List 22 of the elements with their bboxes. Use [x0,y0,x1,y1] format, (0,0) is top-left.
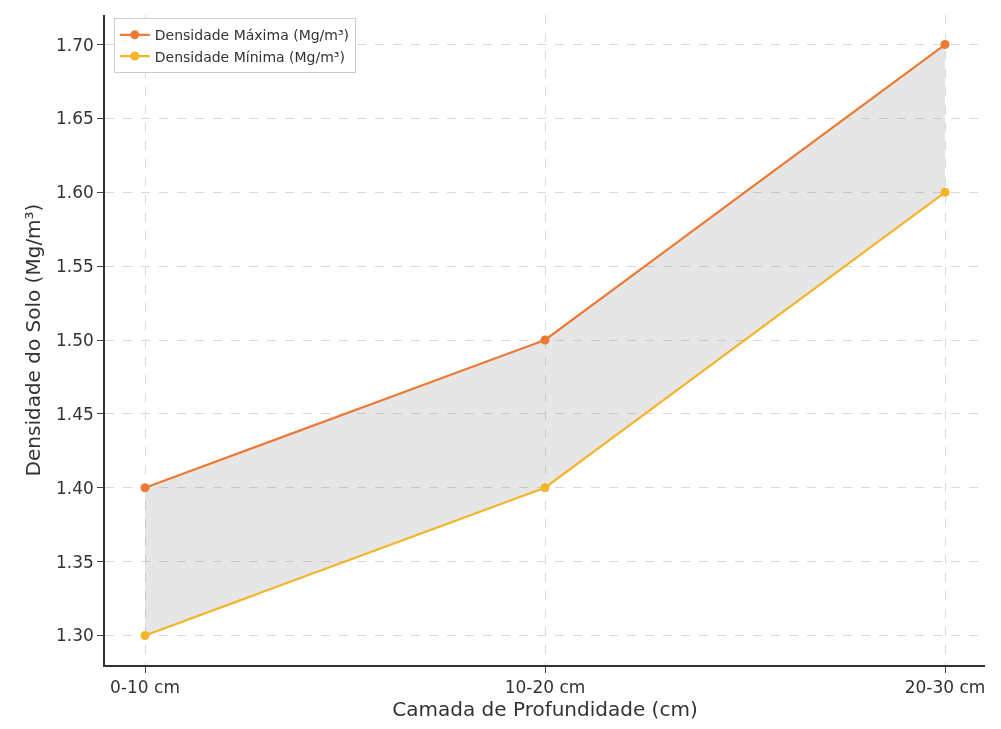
x-tick-label: 20-30 cm [904,677,986,698]
y-tick-label: 1.65 [55,108,94,129]
legend-label: Densidade Mínima (Mg/m³) [154,48,345,65]
y-tick-label: 1.30 [55,625,94,646]
point [140,483,150,493]
x-axis-title: Camada de Profundidade (cm) [392,697,698,722]
y-tick-label: 1.60 [55,182,94,203]
point [540,483,550,493]
y-tick-label: 1.50 [55,329,94,350]
y-tick-label: 1.40 [55,477,94,498]
y-axis-title: Densidade do Solo (Mg/m³) [20,203,45,477]
point [940,40,950,50]
y-tick-label: 1.70 [55,34,94,55]
legend-label: Densidade Máxima (Mg/m³) [154,27,350,44]
y-tick-label: 1.55 [55,256,94,277]
point [940,187,950,197]
x-tick-label: 10-20 cm [504,677,586,698]
x-tick-label: 0-10 cm [110,677,180,698]
point [140,630,150,640]
y-tick-label: 1.35 [55,551,94,572]
y-tick-label: 1.45 [55,403,94,424]
point [540,335,550,345]
